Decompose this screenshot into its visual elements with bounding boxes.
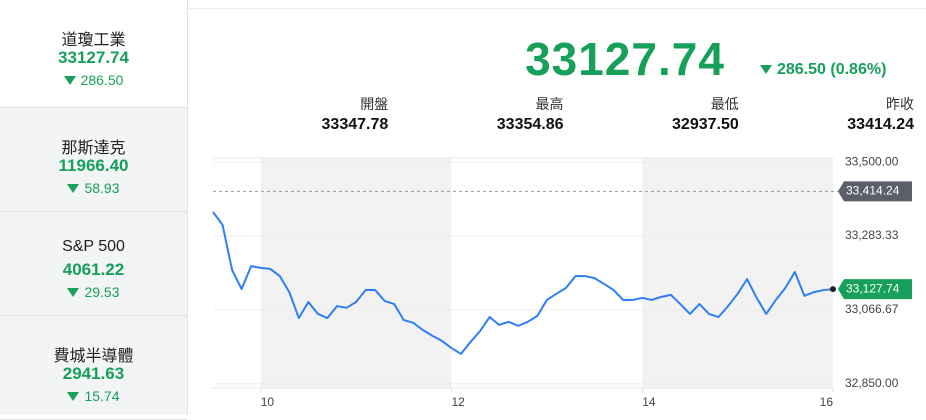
- index-name: 道瓊工業: [61, 32, 126, 49]
- stat: 最高 33354.86: [388, 94, 564, 134]
- down-arrow: [63, 76, 76, 85]
- stat: 最低 32937.50: [564, 94, 739, 134]
- last-price-box: [838, 279, 912, 300]
- index-name: 費城半導體: [53, 348, 134, 365]
- change-text: 286.50 (0.86%): [777, 61, 887, 78]
- divider: [188, 8, 926, 9]
- index-change: 15.74: [0, 388, 187, 404]
- stat-label: 昨收: [886, 96, 914, 112]
- down-arrow: [67, 392, 80, 401]
- chart: 33,500.00 33,283.33 33,066.67 32,850.00 10 12…: [212, 154, 912, 409]
- sidebar: 道瓊工業 33127.74 286.50 那斯達克 11966.40 58.93 S&P 5…: [0, 0, 188, 420]
- price-change: 286.50 (0.86%): [760, 61, 886, 79]
- band: [642, 158, 833, 388]
- stat-value: 33354.86: [496, 116, 564, 133]
- index-change: 29.53: [0, 284, 187, 300]
- x-tick-label: 10: [261, 395, 275, 409]
- down-arrow: [760, 65, 772, 74]
- change-text: 58.93: [84, 180, 120, 196]
- last-point: [830, 286, 836, 293]
- stat: 昨收 33414.24: [739, 94, 914, 134]
- price-line: [212, 211, 834, 355]
- y-tick-label: 33,283.33: [845, 228, 899, 242]
- price: 33127.74: [525, 33, 725, 85]
- down-arrow: [67, 288, 80, 297]
- index-name: S&P 500: [62, 238, 125, 255]
- index-item[interactable]: S&P 500 4061.22 29.53: [0, 212, 187, 316]
- change-text: 286.50: [80, 72, 124, 88]
- index-value: 33127.74: [58, 48, 129, 67]
- stat-label: 最低: [710, 96, 739, 112]
- previous-close-box: [838, 181, 912, 202]
- x-tick-label: 12: [451, 395, 465, 409]
- index-name: 那斯達克: [61, 140, 126, 157]
- index-change: 286.50: [0, 72, 187, 88]
- stat-value: 33347.78: [321, 116, 389, 133]
- stat-value: 32937.50: [672, 116, 739, 133]
- y-tick-label: 33,066.67: [845, 302, 899, 316]
- x-tick-label: 14: [642, 395, 656, 409]
- band: [260, 158, 452, 388]
- index-item[interactable]: 道瓊工業 33127.74 286.50: [0, 0, 187, 108]
- index-value: 11966.40: [58, 156, 129, 175]
- index-item[interactable]: 那斯達克 11966.40 58.93: [0, 108, 187, 212]
- y-tick-label: 33,500.00: [845, 154, 899, 168]
- last-price-label: 33,127.74: [846, 281, 900, 295]
- previous-close-label: 33,414.24: [846, 184, 900, 198]
- index-value: 4061.22: [62, 260, 125, 279]
- stat-label: 開盤: [360, 96, 389, 112]
- change-text: 15.74: [84, 388, 120, 404]
- stat-label: 最高: [535, 96, 564, 112]
- stats: 開盤 33347.78 最高 33354.86 最低 32937.50 昨收 33414.24: [213, 94, 914, 134]
- stat: 開盤 33347.78: [213, 94, 389, 134]
- y-tick-label: 32,850.00: [845, 376, 899, 390]
- index-value: 2941.63: [62, 364, 125, 383]
- index-item[interactable]: 費城半導體 2941.63 15.74: [0, 316, 187, 420]
- change-text: 29.53: [84, 284, 120, 300]
- index-change: 58.93: [0, 180, 187, 196]
- down-arrow: [67, 184, 80, 193]
- stat-value: 33414.24: [847, 116, 914, 133]
- x-tick-label: 16: [820, 395, 834, 409]
